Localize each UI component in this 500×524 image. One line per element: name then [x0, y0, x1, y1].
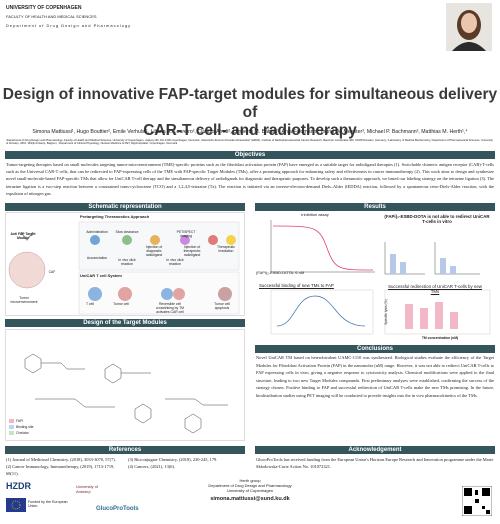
reference: (3) Bioconjugate Chemistry, (2018), 230-…: [128, 456, 246, 470]
section-heading: Objectives: [5, 151, 495, 159]
label: Inhibition assay: [301, 212, 329, 217]
logo-hzdr: HZDR: [6, 481, 31, 491]
label: Reversible cell crosslinking by TM activ…: [155, 302, 184, 314]
reference-item: (4) Cancers, (2021), 13(6).: [128, 464, 176, 470]
label: Injection of diagnostic radioligand: [145, 245, 163, 257]
objectives-text: Tumor-targeting therapies based on small…: [6, 162, 494, 196]
logo-protools: GlucoProTools: [96, 506, 139, 512]
contact: Herth group Department of Drug Design an…: [170, 478, 330, 502]
label: Anti FAP Target Module: [10, 232, 36, 240]
univ: University of Copenhagen: [226, 488, 274, 493]
legend-label: Chelator: [16, 431, 29, 435]
label: PET/SPECT imaging: [176, 230, 196, 238]
schematic-figure: [5, 212, 245, 316]
reference-item: (2) Cancer Immunology, Immunotherapy, (2…: [6, 464, 115, 477]
email: simona.mattiussi@sund.ku.dk: [210, 496, 290, 502]
department: Department of Drug Design and Pharmacolo…: [6, 23, 132, 28]
label: Successful redirection of UniCAR T-cells…: [388, 284, 482, 294]
section-heading: Results: [255, 203, 495, 211]
axis-label: TM concentration (nM): [421, 336, 459, 340]
dept: Department of Drug Design and Pharmacolo…: [208, 483, 292, 488]
label: T cell: [85, 302, 95, 306]
legend-label: Binding site: [16, 425, 34, 429]
section-heading: Design of the Target Modules: [5, 319, 245, 327]
acknowledgement-text: GlucoProTools has received funding from …: [256, 457, 494, 470]
university: UNIVERSITY OF COPENHAGEN: [6, 5, 82, 11]
conclusions-text: Novel UniCAR TM based on heterobivalent …: [256, 355, 494, 398]
label: Accumulation: [86, 256, 108, 260]
label: CAF: [48, 270, 56, 274]
title-line: CAR-T cell- and radiotherapy: [143, 122, 357, 139]
label: Tumor microenvironment: [10, 296, 38, 304]
section-heading: Conclusions: [255, 345, 495, 353]
group: Herth group: [239, 478, 261, 483]
section-heading: References: [5, 446, 245, 454]
label: Administration: [86, 230, 108, 234]
label: Injection of therapeutic radioligand: [183, 245, 201, 257]
label: In vivo click reaction: [166, 258, 184, 266]
title: Design of innovative FAP-target modules …: [0, 86, 500, 140]
logo-antwerp: University of Antwerp: [76, 484, 99, 494]
label: Tumor cell: [113, 302, 129, 306]
axis-label: Specific lysis (%): [384, 299, 388, 325]
label: Pretargeting Theranostics Approach: [80, 214, 150, 219]
reference: (1) Journal of Medicinal Chemistry, (201…: [6, 456, 124, 478]
section-heading: Acknowledgement: [255, 446, 495, 454]
label: Therapeutic irradiation: [217, 245, 235, 253]
label: In vivo click reaction: [118, 258, 136, 266]
label: Successful binding of new TMs to FAP: [259, 283, 334, 288]
label: Slow clearance: [115, 230, 139, 234]
label: (FAPi)₂-ESBD-DOTA: 6 nM: [256, 270, 305, 275]
qr-code: [462, 486, 492, 516]
reference-item: (1) Journal of Medicinal Chemistry, (201…: [6, 457, 116, 462]
label: Tumor cell apoptosis: [214, 302, 230, 310]
eu-flag: [6, 498, 26, 512]
eu-text: Funded by the European Union: [28, 500, 68, 508]
label: UniCAR T cell System: [80, 273, 122, 278]
reference-item: (3) Bioconjugate Chemistry, (2018), 230-…: [128, 457, 218, 462]
faculty: FACULTY OF HEALTH AND MEDICAL SCIENCES: [6, 14, 97, 19]
legend-label: FAPi: [16, 419, 24, 423]
results-figure: [270, 220, 491, 335]
title-line: Design of innovative FAP-target modules …: [2, 86, 498, 121]
label: (FAPi)₂-ESBD-DOTA is not able to redirec…: [384, 214, 490, 224]
portrait: [446, 3, 492, 51]
section-heading: Schematic representation: [5, 203, 245, 211]
authors: Simona Mattiussi¹, Hugo Bouttier², Emile…: [32, 129, 468, 135]
design-figure: [5, 329, 245, 441]
affiliations: ¹Department of Drug Design and Pharmacol…: [6, 139, 493, 146]
